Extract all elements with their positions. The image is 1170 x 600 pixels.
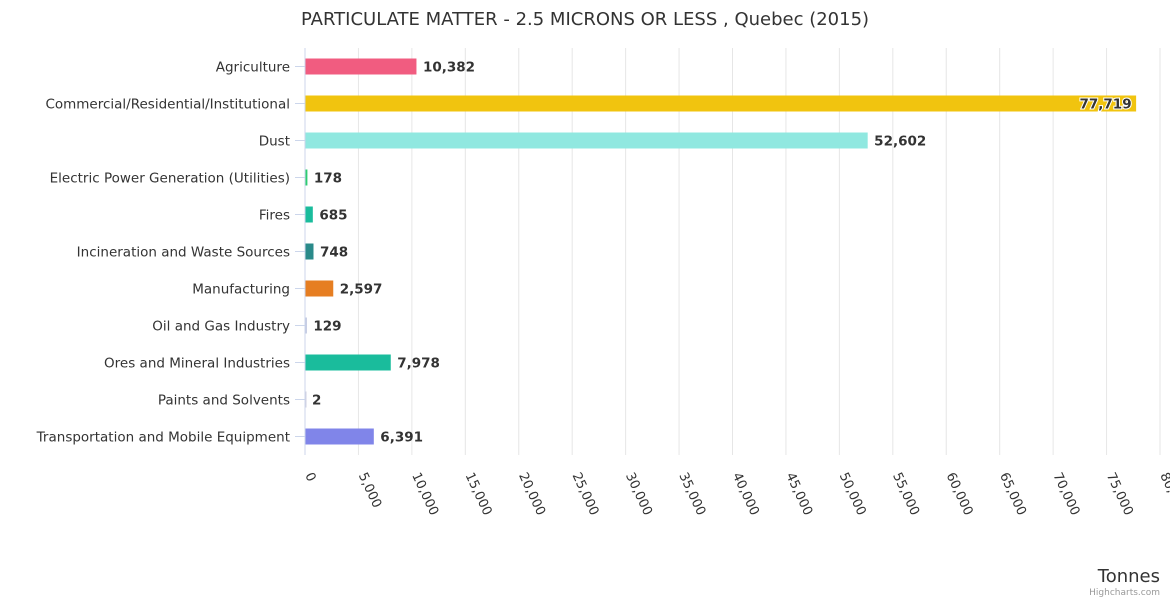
category-axis: Agriculture Commercial/Residential/Instit… xyxy=(36,48,306,455)
x-tick-label: 20,000 xyxy=(515,470,548,518)
x-tick-label: 75,000 xyxy=(1103,470,1136,518)
bar[interactable] xyxy=(305,354,391,371)
bar[interactable] xyxy=(305,280,334,297)
data-label: 2,597 xyxy=(340,282,383,298)
x-tick-label: 70,000 xyxy=(1049,470,1082,518)
category-label: Dust xyxy=(259,134,290,150)
data-label: 129 xyxy=(313,319,341,335)
x-tick-label: 60,000 xyxy=(943,470,976,518)
x-tick-label: 0 xyxy=(301,470,318,484)
category-label: Manufacturing xyxy=(192,282,290,298)
data-label: 52,602 xyxy=(874,134,926,150)
x-axis-title: Tonnes xyxy=(1097,566,1160,587)
category-label: Fires xyxy=(259,208,290,224)
x-tick-label: 40,000 xyxy=(729,470,762,518)
x-tick-label: 5,000 xyxy=(355,470,384,510)
bar[interactable] xyxy=(305,317,307,334)
x-tick-label: 10,000 xyxy=(408,470,441,518)
value-axis: 0 5,000 10,000 15,000 20,000 25,000 30,000 35,0… xyxy=(301,470,1170,518)
data-label: 7,978 xyxy=(397,356,440,372)
data-label: 10,382 xyxy=(423,60,475,76)
data-label: 6,391 xyxy=(380,430,423,446)
x-tick-label: 25,000 xyxy=(569,470,602,518)
data-label: 748 xyxy=(320,245,348,261)
x-tick-label: 45,000 xyxy=(782,470,815,518)
bar[interactable] xyxy=(305,132,868,149)
gridlines xyxy=(357,48,1161,455)
category-label: Commercial/Residential/Institutional xyxy=(45,97,290,113)
bar[interactable] xyxy=(305,243,314,260)
category-label: Agriculture xyxy=(216,60,290,76)
bar[interactable] xyxy=(305,428,374,445)
data-label: 77,719 xyxy=(1080,97,1132,113)
x-tick-label: 65,000 xyxy=(996,470,1029,518)
x-tick-label: 30,000 xyxy=(622,470,655,518)
x-tick-label: 15,000 xyxy=(462,470,495,518)
category-label: Paints and Solvents xyxy=(158,393,290,409)
bar[interactable] xyxy=(305,391,307,408)
x-tick-label: 55,000 xyxy=(889,470,922,518)
category-label: Incineration and Waste Sources xyxy=(77,245,290,261)
x-tick-label: 50,000 xyxy=(836,470,869,518)
bars xyxy=(305,58,1137,445)
chart-title: PARTICULATE MATTER - 2.5 MICRONS OR LESS… xyxy=(301,9,869,30)
bar[interactable] xyxy=(305,95,1137,112)
category-label: Ores and Mineral Industries xyxy=(104,356,290,372)
data-label: 2 xyxy=(312,393,321,409)
data-labels: 10,382 77,719 52,602 178 685 748 2,597 129 7,978… xyxy=(312,60,1133,446)
x-tick-label: 80,000 xyxy=(1156,470,1170,518)
bar[interactable] xyxy=(305,58,417,75)
data-label: 685 xyxy=(319,208,347,224)
category-label: Electric Power Generation (Utilities) xyxy=(50,171,290,187)
data-label: 178 xyxy=(314,171,342,187)
x-tick-label: 35,000 xyxy=(675,470,708,518)
category-label: Transportation and Mobile Equipment xyxy=(36,430,290,446)
bar[interactable] xyxy=(305,169,308,186)
category-label: Oil and Gas Industry xyxy=(152,319,290,335)
bar[interactable] xyxy=(305,206,313,223)
credits-link[interactable]: Highcharts.com xyxy=(1089,588,1160,598)
